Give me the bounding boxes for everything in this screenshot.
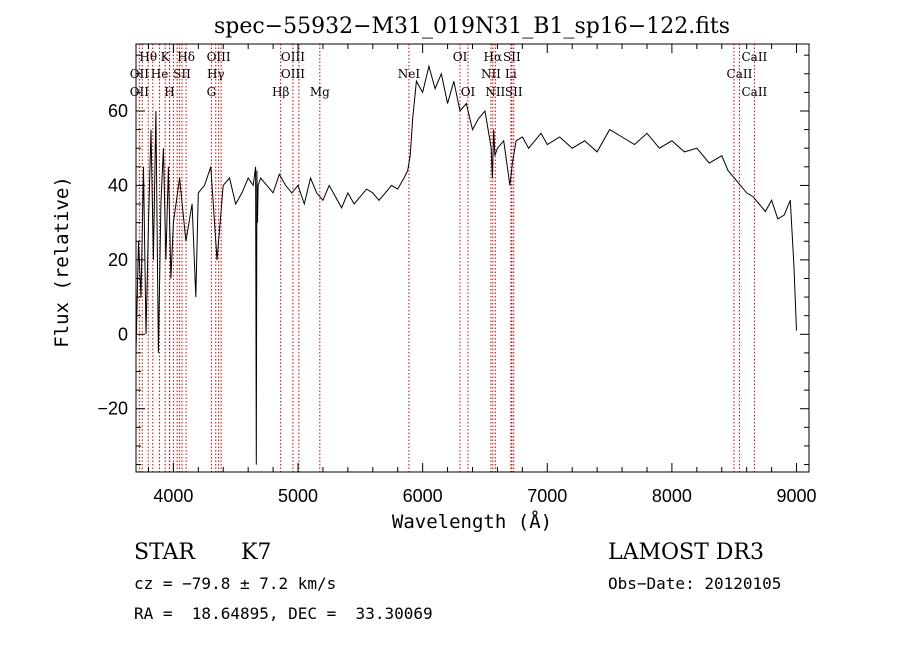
redshift-velocity: cz = −79.8 ± 7.2 km/s: [134, 574, 337, 593]
axis-ticks: 4000 5000 6000 7000 8000 9000 −20 0 20 40 60: [97, 44, 817, 506]
line-label: OIII: [207, 50, 231, 64]
object-class: STAR: [134, 540, 195, 565]
x-tick-label: 4000: [153, 486, 193, 506]
y-tick-label: 40: [108, 175, 128, 195]
line-label: CaII: [741, 85, 767, 99]
line-label: Mg: [310, 85, 330, 99]
spectrum-line: [135, 64, 797, 465]
line-label: Hθ: [139, 50, 157, 64]
y-tick-label: 0: [118, 324, 128, 344]
line-label: SII: [503, 50, 521, 64]
line-label: K: [161, 50, 171, 64]
y-tick-label: −20: [97, 399, 128, 419]
plot-frame: [135, 43, 810, 473]
observation-date: Obs−Date: 20120105: [608, 574, 782, 593]
line-label: OIII: [281, 67, 305, 81]
line-label: SII: [505, 85, 523, 99]
x-axis-label: Wavelength (Å): [392, 510, 552, 533]
x-tick-label: 7000: [527, 486, 567, 506]
line-label: NII: [481, 67, 501, 81]
line-label: Hγ: [207, 67, 225, 81]
line-label: SII: [173, 67, 191, 81]
line-label: CaII: [727, 67, 753, 81]
line-label: H: [164, 85, 174, 99]
line-label: Hβ: [272, 85, 289, 99]
line-label: G: [207, 85, 217, 99]
line-label: Hδ: [177, 50, 195, 64]
line-label: Hα: [484, 50, 503, 64]
line-markers: [138, 44, 755, 472]
y-tick-label: 20: [108, 250, 128, 270]
line-label: He: [151, 67, 169, 81]
line-label: OI: [453, 50, 468, 64]
ra-dec-coordinates: RA = 18.64895, DEC = 33.30069: [134, 604, 433, 623]
line-label: OIII: [281, 50, 305, 64]
x-tick-label: 8000: [652, 486, 692, 506]
y-axis-label: Flux (relative): [51, 176, 73, 348]
x-tick-label: 6000: [403, 486, 443, 506]
x-tick-label: 9000: [777, 486, 817, 506]
line-label: CaII: [741, 50, 767, 64]
object-subclass: K7: [241, 540, 272, 565]
line-label: NeI: [398, 67, 421, 81]
y-tick-label: 60: [108, 101, 128, 121]
x-tick-label: 5000: [278, 486, 318, 506]
line-label: OI: [461, 85, 476, 99]
line-label: NII: [485, 85, 505, 99]
chart-title: spec−55932−M31_019N31_B1_sp16−122.fits: [214, 14, 730, 39]
line-label: Li: [505, 67, 517, 81]
survey-name: LAMOST DR3: [608, 540, 764, 565]
